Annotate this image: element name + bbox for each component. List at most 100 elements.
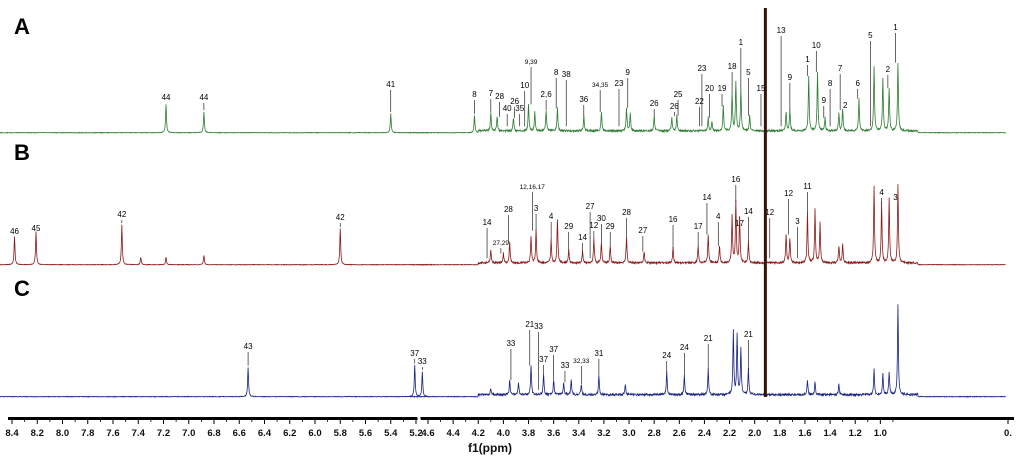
- peak-label: 15: [757, 84, 766, 93]
- x-tick-label: 1.4: [823, 428, 837, 439]
- solvent-peak: [763, 8, 767, 397]
- peak-label: 9,39: [525, 59, 538, 66]
- spectrum-c: [0, 304, 1006, 398]
- x-tick-label: 7.2: [157, 428, 170, 439]
- peak-label: 12,16,17: [520, 184, 546, 191]
- peak-label: 8: [472, 90, 477, 99]
- peak-label: 1: [739, 38, 744, 47]
- peak-label: 17: [694, 222, 703, 231]
- x-tick-label: 2.4: [698, 428, 712, 439]
- peak-label: 9: [822, 96, 827, 105]
- peak-label: 14: [578, 233, 587, 242]
- peak-label: 33: [506, 339, 515, 348]
- peak-label: 2: [843, 101, 848, 110]
- x-tick-label: 4.2: [472, 428, 485, 439]
- peak-label: 6: [856, 79, 861, 88]
- panel-letter-a: A: [14, 14, 30, 39]
- peak-label: 46: [10, 227, 19, 236]
- peak-label: 2: [886, 65, 891, 74]
- peak-label: 8: [554, 68, 559, 77]
- x-tick-label: 6.4: [258, 428, 272, 439]
- peak-label: 40: [503, 104, 512, 113]
- peak-label: 28: [504, 205, 513, 214]
- peak-label: 42: [117, 210, 126, 219]
- x-tick-label: 1.2: [849, 428, 862, 439]
- spectrum-a: [0, 63, 1006, 134]
- peak-label: 26: [670, 102, 679, 111]
- peak-label: 10: [520, 81, 529, 90]
- peak-label: 23: [615, 79, 624, 88]
- spectrum-b: [0, 184, 1006, 266]
- peak-label: 38: [562, 70, 571, 79]
- x-axis-line: [8, 417, 1014, 420]
- x-tick-label: 6.8: [207, 428, 220, 439]
- x-tick-label: 3.2: [597, 428, 610, 439]
- peak-label: 21: [704, 334, 713, 343]
- peak-label: 26: [650, 99, 659, 108]
- peak-label: 10: [812, 41, 821, 50]
- x-tick-label: 8.0: [56, 428, 69, 439]
- peak-label: 33: [561, 361, 570, 370]
- peak-label: 4: [549, 212, 554, 221]
- peak-label: 33: [534, 322, 543, 331]
- panel-letter-c: C: [14, 276, 30, 301]
- peak-label: 12: [765, 208, 774, 217]
- peak-label: 37: [539, 355, 548, 364]
- peak-label: 44: [162, 93, 171, 102]
- peak-label: 37: [549, 345, 558, 354]
- peak-label: 14: [702, 193, 711, 202]
- peak-label: 14: [744, 207, 753, 216]
- peak-label: 31: [594, 349, 603, 358]
- x-tick-label: 8.4: [5, 428, 19, 439]
- peak-label: 25: [674, 90, 683, 99]
- peak-label: 35: [515, 104, 524, 113]
- peak-label: 4: [716, 212, 721, 221]
- x-tick-label: 8.2: [31, 428, 44, 439]
- x-tick-label: 3.4: [572, 428, 586, 439]
- peak-label: 4: [879, 188, 884, 197]
- peak-label: 44: [199, 93, 208, 102]
- x-tick-label: 6.6: [233, 428, 246, 439]
- x-tick-label: 2.6: [673, 428, 686, 439]
- peak-label: 21: [525, 320, 534, 329]
- peak-label: 27,29: [493, 240, 510, 247]
- peak-label: 43: [244, 342, 253, 351]
- peak-label: 36: [579, 95, 588, 104]
- x-tick-label: 6.0: [308, 428, 321, 439]
- peak-label: 20: [705, 84, 714, 93]
- peak-label: 9: [626, 68, 631, 77]
- peak-label: 21: [744, 330, 753, 339]
- peak-label: 22: [695, 97, 704, 106]
- x-tick-label: 2.8: [648, 428, 661, 439]
- peak-label: 5: [868, 31, 873, 40]
- peak-label: 12: [589, 221, 598, 230]
- x-tick-label: 5.4: [384, 428, 398, 439]
- x-tick-label: 7.8: [81, 428, 94, 439]
- peak-label: 32,33: [573, 358, 590, 365]
- peak-label: 28: [495, 92, 504, 101]
- peak-label: 12: [784, 189, 793, 198]
- peak-label: 27: [638, 226, 647, 235]
- peak-label: 13: [777, 26, 786, 35]
- x-tick-label: 5.6: [359, 428, 372, 439]
- x-tick-label: 1.6: [798, 428, 811, 439]
- peak-label: 14: [483, 218, 492, 227]
- x-tick-label: 7.0: [182, 428, 195, 439]
- peak-label: 17: [735, 219, 744, 228]
- peak-label: 45: [32, 224, 41, 233]
- x-tick-label: 2.0: [748, 428, 761, 439]
- x-tick-label: 3.6: [547, 428, 560, 439]
- x-tick-label: 7.4: [132, 428, 146, 439]
- panel-letter-b: B: [14, 140, 30, 165]
- x-axis-label: f1(ppm): [468, 441, 512, 455]
- peak-label: 28: [622, 208, 631, 217]
- peak-label: 16: [731, 175, 740, 184]
- peak-label: 24: [680, 343, 689, 352]
- peak-label: 16: [669, 215, 678, 224]
- peak-label: 7: [838, 64, 843, 73]
- peak-label: 8: [828, 79, 833, 88]
- peak-label: 9: [788, 73, 793, 82]
- peak-label: 3: [534, 204, 539, 213]
- x-tick-label: 0.: [1004, 428, 1012, 439]
